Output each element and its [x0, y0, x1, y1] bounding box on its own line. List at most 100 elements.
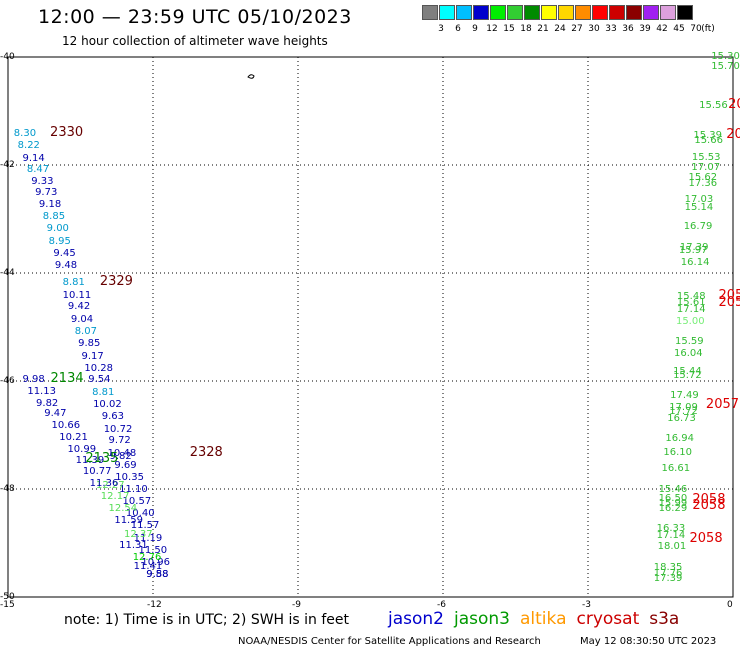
colorbar-swatch	[677, 5, 693, 20]
swh-label: 10.35	[115, 472, 144, 484]
legend-entry-s3a: s3a	[649, 609, 680, 629]
swh-label: 9.72	[108, 435, 131, 447]
colorbar-tick-label: 70	[690, 24, 702, 34]
swh-label: 16.73	[667, 413, 696, 425]
swh-label: 11.57	[130, 520, 160, 532]
colorbar-tick-label: 27	[571, 24, 583, 34]
colorbar-unit: (ft)	[701, 24, 715, 34]
swh-label: 16.14	[680, 257, 710, 269]
swh-label: 10.21	[59, 432, 88, 444]
swh-label: 15.44	[673, 365, 702, 377]
swh-label: 9.82	[109, 450, 132, 462]
swh-label: 16.29	[658, 503, 688, 515]
swh-label: 9.42	[67, 301, 91, 313]
pass-id-label: 2057	[726, 127, 740, 143]
pass-id-label: 2328	[189, 445, 223, 461]
swh-label: 12.76	[132, 551, 162, 563]
pass-id-label: 2058	[692, 491, 726, 507]
page-subtitle: 12 hour collection of altimeter wave hei…	[62, 34, 328, 48]
swh-label: 15.62	[688, 171, 718, 183]
colorbar-swatch	[541, 5, 557, 20]
swh-label: 9.98	[22, 373, 45, 385]
swh-label: 11.50	[138, 545, 168, 557]
swh-label: 15.56	[699, 99, 728, 111]
lon-tick-label: -15	[0, 600, 15, 610]
swh-label: 15.97	[678, 245, 708, 257]
lat-tick-label: -44	[0, 268, 15, 278]
swh-label: 8.07	[74, 326, 97, 338]
swh-label: 15.61	[676, 296, 706, 308]
swh-label: 16.33	[656, 523, 686, 535]
colorbar-tick-label: 24	[554, 24, 566, 34]
lat-tick-label: -50	[0, 592, 15, 602]
swh-label: 16.04	[674, 348, 703, 360]
colorbar-tick-label: 18	[520, 24, 532, 34]
swh-label: 8.81	[62, 277, 85, 289]
swh-label: 8.47	[26, 163, 50, 175]
swh-label: 15.30	[711, 50, 740, 62]
swh-label: 10.28	[84, 362, 113, 374]
colorbar-tick-label: 9	[472, 24, 478, 34]
lat-tick-label: -48	[0, 484, 15, 494]
swh-label: 15.53	[691, 152, 721, 164]
colorbar-swatch	[660, 5, 676, 20]
swh-label: 18.01	[657, 541, 687, 553]
pass-id-label: 2135	[85, 451, 119, 467]
pass-id-label: 2058	[692, 498, 726, 514]
colorbar-tick-label: 39	[639, 24, 651, 34]
island-outline	[247, 74, 255, 79]
swh-label: 9.73	[35, 187, 58, 198]
colorbar-swatch	[592, 5, 608, 20]
swh-label: 10.77	[82, 466, 112, 478]
pass-id-label: 2134	[50, 370, 84, 386]
swh-label: 16.50	[658, 492, 688, 504]
swh-label: 10.02	[93, 398, 122, 410]
satellite-legend: jason2 jason3 altika cryosat s3a	[388, 609, 689, 629]
swh-label: 17.09	[669, 401, 698, 413]
swh-label: 16.79	[683, 221, 713, 233]
legend-entry-jason2: jason2	[388, 609, 444, 629]
swh-label: 10.40	[125, 508, 155, 520]
lon-tick-label: -12	[147, 600, 162, 610]
pass-id-label: 2058	[689, 530, 723, 546]
swh-label: 15.70	[711, 61, 740, 73]
swh-label: 16.10	[663, 447, 693, 459]
colorbar-swatch	[609, 5, 625, 20]
swh-label: 9.04	[70, 313, 94, 325]
swh-label: 17.72	[669, 406, 698, 418]
legend-entry-jason3: jason3	[454, 609, 510, 629]
colorbar-tick-label: 36	[622, 24, 634, 34]
lon-tick-label: -6	[437, 600, 446, 610]
page-title: 12:00 — 23:59 UTC 05/10/2023	[38, 6, 352, 28]
swh-label: 10.48	[107, 447, 137, 459]
pass-id-label: 2057	[718, 287, 740, 303]
swh-label: 9.17	[81, 350, 104, 362]
lon-tick-label: -9	[292, 600, 301, 610]
swh-label: 10.66	[51, 420, 81, 432]
colorbar-tick-label: 15	[503, 24, 515, 34]
swh-label: 8.22	[17, 140, 40, 152]
swh-label: 16.61	[661, 462, 691, 474]
swh-label: 17.14	[676, 304, 706, 316]
colorbar-swatch	[439, 5, 455, 20]
colorbar-swatch	[456, 5, 472, 20]
colorbar-tick-label: 45	[673, 24, 685, 34]
swh-label: 9.54	[88, 374, 111, 386]
swh-label: 8.81	[92, 386, 115, 398]
swh-label: 11.10	[119, 484, 148, 495]
lon-tick-label: -3	[582, 600, 591, 610]
swh-label: 10.57	[122, 496, 152, 508]
colorbar-tick-label: 21	[537, 24, 549, 34]
swh-label: 11.59	[114, 515, 143, 527]
colorbar-tick-label: 30	[588, 24, 600, 34]
pass-id-label: 2329	[99, 274, 133, 290]
swh-label: 15.14	[684, 201, 714, 213]
swh-label: 9.33	[31, 175, 54, 187]
colorbar-swatch	[643, 5, 659, 20]
swh-label: 17.03	[684, 194, 714, 206]
swh-label: 17.76	[653, 567, 683, 579]
swh-label: 9.82	[36, 397, 59, 409]
swh-label: 10.11	[62, 289, 92, 301]
credit-text: NOAA/NESDIS Center for Satellite Applica…	[238, 636, 541, 647]
